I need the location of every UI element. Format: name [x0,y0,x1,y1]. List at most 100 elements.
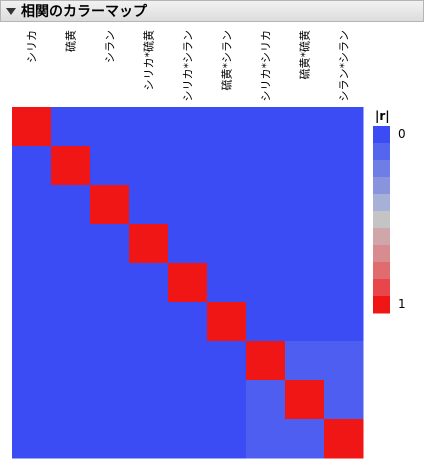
heatmap-cell-3-7[interactable] [285,224,325,264]
heatmap-cell-6-5[interactable] [207,341,247,381]
legend-swatch [373,296,390,314]
panel-header: 相関のカラーマップ [0,0,424,22]
heatmap-cell-3-6[interactable] [246,224,286,264]
heatmap-cell-3-8[interactable] [324,224,364,264]
heatmap-cell-5-8[interactable] [324,302,364,342]
heatmap-cell-5-7[interactable] [285,302,325,342]
heatmap-cell-5-6[interactable] [246,302,286,342]
legend-swatch [373,194,390,212]
legend-swatch [373,279,390,297]
heatmap-cell-0-1[interactable] [51,107,91,147]
heatmap-cell-0-7[interactable] [285,107,325,147]
heatmap-cell-1-1[interactable] [51,146,91,186]
heatmap-cell-1-5[interactable] [207,146,247,186]
heatmap-cell-4-6[interactable] [246,263,286,303]
heatmap-cell-7-7[interactable] [285,380,325,420]
heatmap-cell-3-0[interactable] [12,224,52,264]
heatmap-cell-2-2[interactable] [90,185,130,225]
heatmap-cell-8-1[interactable] [51,419,91,459]
heatmap-cell-6-2[interactable] [90,341,130,381]
heatmap-cell-0-8[interactable] [324,107,364,147]
heatmap-cell-4-8[interactable] [324,263,364,303]
heatmap-cell-0-6[interactable] [246,107,286,147]
heatmap-cell-1-4[interactable] [168,146,208,186]
heatmap-cell-7-8[interactable] [324,380,364,420]
column-label: シラン [104,30,117,63]
heatmap-cell-4-5[interactable] [207,263,247,303]
legend-swatch [373,228,390,246]
legend-max-label: 1 [398,297,406,311]
heatmap-cell-1-2[interactable] [90,146,130,186]
heatmap-cell-2-7[interactable] [285,185,325,225]
heatmap-cell-2-5[interactable] [207,185,247,225]
heatmap-cell-7-2[interactable] [90,380,130,420]
heatmap-cell-4-2[interactable] [90,263,130,303]
heatmap-cell-6-0[interactable] [12,341,52,381]
heatmap-cell-1-3[interactable] [129,146,169,186]
legend-title: |r| [375,109,390,123]
heatmap-cell-0-0[interactable] [12,107,52,147]
heatmap-cell-5-0[interactable] [12,302,52,342]
heatmap-cell-8-3[interactable] [129,419,169,459]
heatmap-cell-3-1[interactable] [51,224,91,264]
heatmap-cell-5-3[interactable] [129,302,169,342]
disclosure-triangle-icon[interactable] [6,7,16,15]
heatmap-cell-8-8[interactable] [324,419,364,459]
heatmap-cell-3-3[interactable] [129,224,169,264]
heatmap-cell-6-3[interactable] [129,341,169,381]
panel-title: 相関のカラーマップ [21,4,147,20]
heatmap-cell-2-0[interactable] [12,185,52,225]
heatmap-cell-8-0[interactable] [12,419,52,459]
heatmap-cell-7-5[interactable] [207,380,247,420]
heatmap-cell-3-2[interactable] [90,224,130,264]
heatmap-cell-8-6[interactable] [246,419,286,459]
heatmap-cell-4-1[interactable] [51,263,91,303]
heatmap-cell-2-6[interactable] [246,185,286,225]
heatmap-cell-5-4[interactable] [168,302,208,342]
heatmap-cell-0-3[interactable] [129,107,169,147]
heatmap-cell-0-2[interactable] [90,107,130,147]
heatmap-cell-2-8[interactable] [324,185,364,225]
heatmap-cell-6-4[interactable] [168,341,208,381]
heatmap-cell-7-3[interactable] [129,380,169,420]
heatmap-cell-1-8[interactable] [324,146,364,186]
heatmap-cell-3-4[interactable] [168,224,208,264]
heatmap-cell-0-5[interactable] [207,107,247,147]
heatmap-cell-2-3[interactable] [129,185,169,225]
heatmap-cell-7-6[interactable] [246,380,286,420]
heatmap-cell-7-0[interactable] [12,380,52,420]
heatmap-cell-8-2[interactable] [90,419,130,459]
heatmap-cell-1-7[interactable] [285,146,325,186]
column-label: 硫黄*シラン [220,30,234,91]
heatmap-cell-6-8[interactable] [324,341,364,381]
heatmap-cell-8-5[interactable] [207,419,247,459]
heatmap-cell-4-4[interactable] [168,263,208,303]
heatmap-cell-2-4[interactable] [168,185,208,225]
heatmap-cell-7-1[interactable] [51,380,91,420]
heatmap-cell-8-7[interactable] [285,419,325,459]
column-label: シラン*シラン [338,30,351,102]
heatmap-cell-5-2[interactable] [90,302,130,342]
heatmap-cell-2-1[interactable] [51,185,91,225]
heatmap-cell-6-6[interactable] [246,341,286,381]
heatmap-cell-3-5[interactable] [207,224,247,264]
heatmap-cell-4-7[interactable] [285,263,325,303]
heatmap-cell-0-4[interactable] [168,107,208,147]
legend-swatch [373,126,390,144]
heatmap-cell-6-1[interactable] [51,341,91,381]
heatmap-cell-7-4[interactable] [168,380,208,420]
heatmap-cell-4-3[interactable] [129,263,169,303]
column-label: シリカ*シラン [182,30,195,102]
heatmap-cell-6-7[interactable] [285,341,325,381]
heatmap-cell-1-6[interactable] [246,146,286,186]
heatmap-cell-5-5[interactable] [207,302,247,342]
heatmap-cell-5-1[interactable] [51,302,91,342]
heatmap-cell-8-4[interactable] [168,419,208,459]
heatmap-cell-1-0[interactable] [12,146,52,186]
legend-swatch [373,177,390,195]
column-label: 硫黄*硫黄 [298,30,312,80]
heatmap-cell-4-0[interactable] [12,263,52,303]
legend-swatch [373,143,390,161]
column-label: シリカ [26,30,39,63]
